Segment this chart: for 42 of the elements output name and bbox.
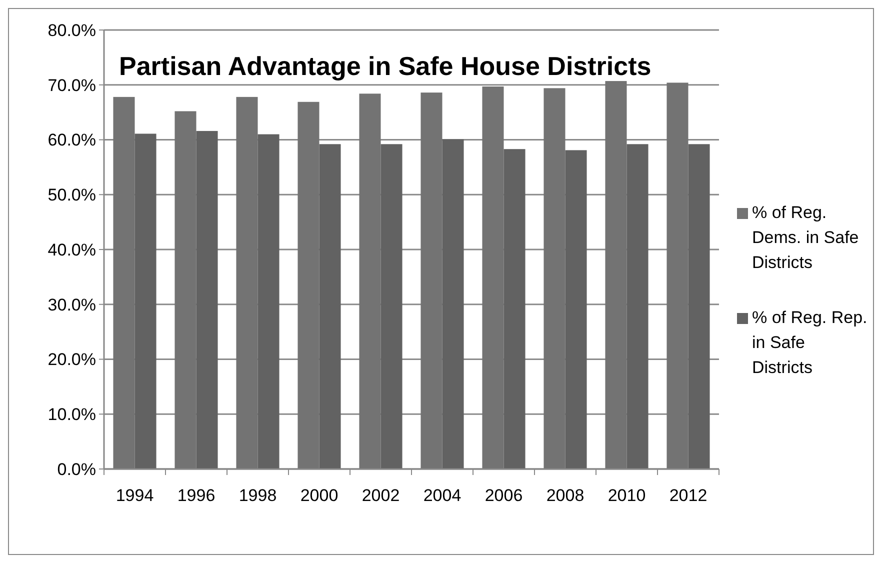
x-tick-label: 2002 [362,486,400,505]
bar [666,82,688,469]
bar [236,96,258,469]
y-tick-label: 60.0% [48,130,96,150]
bar [605,81,627,469]
y-tick-label: 80.0% [48,20,96,40]
x-tick-label: 2012 [669,486,708,505]
legend-label: % of Reg. Rep. in Safe Districts [752,308,868,377]
y-tick-label: 20.0% [48,350,96,370]
x-tick-label: 2000 [300,486,338,505]
y-tick-label: 70.0% [48,76,96,95]
bar [504,149,526,469]
bar [544,88,566,469]
bar [688,144,710,469]
x-tick-label: 2004 [423,486,462,505]
bar [196,130,218,469]
x-tick-label: 1996 [177,486,216,505]
x-tick-label: 2010 [608,486,646,505]
y-tick-label: 40.0% [48,240,96,260]
x-tick-label: 1994 [116,486,154,505]
bar [359,94,381,469]
bar [482,86,504,469]
x-tick-label: 2006 [484,486,523,505]
bar [174,111,196,469]
y-tick-label: 30.0% [48,295,96,314]
bar [565,150,587,469]
bar [420,92,442,469]
x-tick-label: 2008 [546,486,584,505]
bar [380,144,402,469]
y-tick-label: 10.0% [48,405,96,424]
legend-label: % of Reg. Dems. in Safe Districts [752,203,859,272]
x-tick-label: 1998 [238,486,277,505]
bar [134,134,156,469]
bar [258,134,280,469]
bar [319,144,341,469]
bar [113,96,135,469]
bar [298,102,320,469]
text: Partisan Advantage in Safe House Districts [119,51,652,81]
y-tick-label: 0.0% [57,460,96,479]
bar [442,139,464,469]
y-tick-label: 50.0% [48,186,96,205]
bar [626,144,648,469]
